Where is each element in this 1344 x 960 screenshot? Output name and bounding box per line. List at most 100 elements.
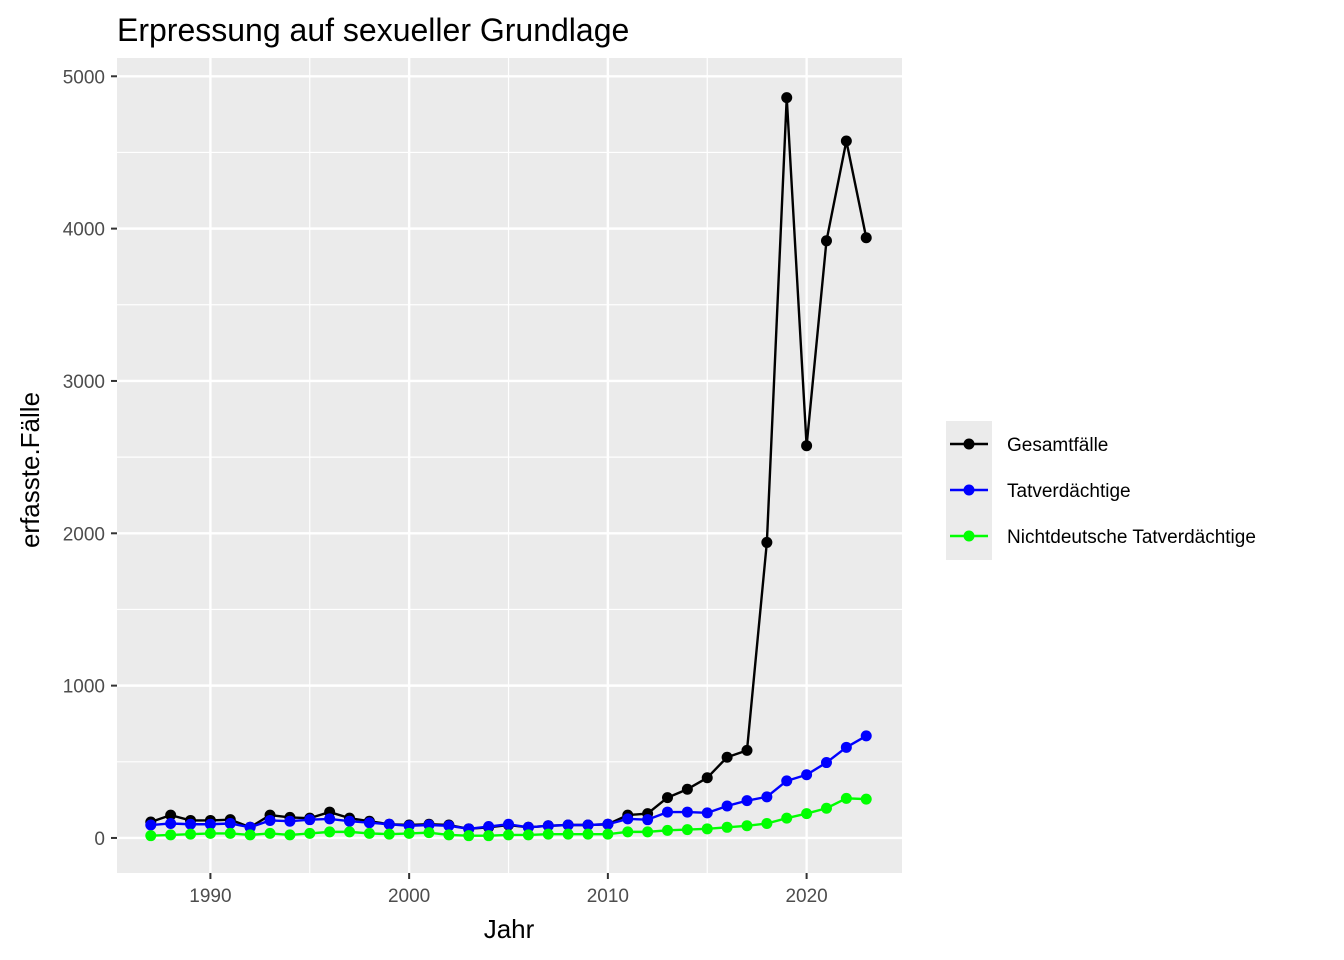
data-point [165,829,177,841]
data-point [244,829,256,841]
data-point [801,769,813,781]
data-point [562,828,574,840]
data-point [661,824,673,836]
data-point [483,830,495,842]
data-point [860,730,872,742]
data-point [801,440,813,452]
y-tick-label: 0 [94,829,105,850]
minor-gridlines [117,58,902,873]
data-point [602,828,614,840]
data-point [423,819,435,831]
data-point [661,806,673,818]
data-point [522,821,534,833]
data-point [860,793,872,805]
data-point [304,814,316,826]
data-point [701,823,713,835]
data-point [681,806,693,818]
legend-key-point [963,530,975,542]
plot-panel [117,58,902,873]
data-point [403,827,415,839]
x-tick-label: 1990 [189,886,231,907]
data-point [701,772,713,784]
legend-item: Tatverdächtige [950,481,1131,502]
legend-key-point [963,438,975,450]
data-point [721,751,733,763]
y-tick-label: 1000 [63,677,105,698]
data-point [582,819,594,831]
data-point [681,824,693,836]
data-point [284,829,296,841]
data-point [602,818,614,830]
data-point [582,828,594,840]
data-point [324,826,336,838]
x-tick-label: 2010 [587,886,629,907]
x-axis-title: Jahr [484,914,535,944]
legend-item: Nichtdeutsche Tatverdächtige [950,527,1256,548]
data-point [741,820,753,832]
data-point [165,817,177,829]
data-point [701,807,713,819]
data-point [820,802,832,814]
data-point [383,818,395,830]
data-point [403,820,415,832]
data-point [801,808,813,820]
data-point [304,827,316,839]
data-point [165,809,177,821]
data-point [860,232,872,244]
x-tick-label: 2020 [785,886,827,907]
data-point [483,821,495,833]
series-2 [145,730,872,835]
data-point [781,92,793,104]
data-point [204,827,216,839]
data-point [840,135,852,147]
data-point [363,817,375,829]
data-point [423,827,435,839]
data-point [503,818,515,830]
legend-item: Gesamtfälle [950,435,1108,456]
data-point [224,827,236,839]
data-point [721,821,733,833]
data-point [344,815,356,827]
data-point [761,791,773,803]
data-point [145,819,157,831]
data-point [224,817,236,829]
data-point [284,815,296,827]
legend-label: Gesamtfälle [1007,435,1108,456]
data-point [542,828,554,840]
data-point [542,820,554,832]
legend: Gesamtfälle Tatverdächtige Nichtdeutsche T… [946,421,1256,560]
data-point [463,830,475,842]
axis-ticks [111,75,808,879]
x-tick-label: 2000 [388,886,430,907]
data-point [642,826,654,838]
data-point [264,827,276,839]
data-point [383,828,395,840]
data-point [145,830,157,842]
y-tick-label: 5000 [63,67,105,88]
data-point [622,826,634,838]
data-point [761,536,773,548]
data-point [622,813,634,825]
data-point [264,814,276,826]
y-tick-labels: 0 1000 2000 3000 4000 5000 [63,67,105,850]
data-point [721,800,733,812]
data-point [562,819,574,831]
legend-label: Tatverdächtige [1007,481,1131,502]
series-layer [145,92,872,842]
data-point [741,744,753,756]
data-point [661,792,673,804]
data-point [443,829,455,841]
data-point [185,828,197,840]
data-point [344,826,356,838]
y-tick-label: 4000 [63,220,105,241]
data-point [204,818,216,830]
data-point [781,812,793,824]
data-point [840,741,852,753]
chart-title: Erpressung auf sexueller Grundlage [117,12,629,48]
data-point [503,829,515,841]
data-point [363,827,375,839]
y-tick-label: 2000 [63,524,105,545]
data-point [642,814,654,826]
data-point [820,757,832,769]
data-point [185,818,197,830]
